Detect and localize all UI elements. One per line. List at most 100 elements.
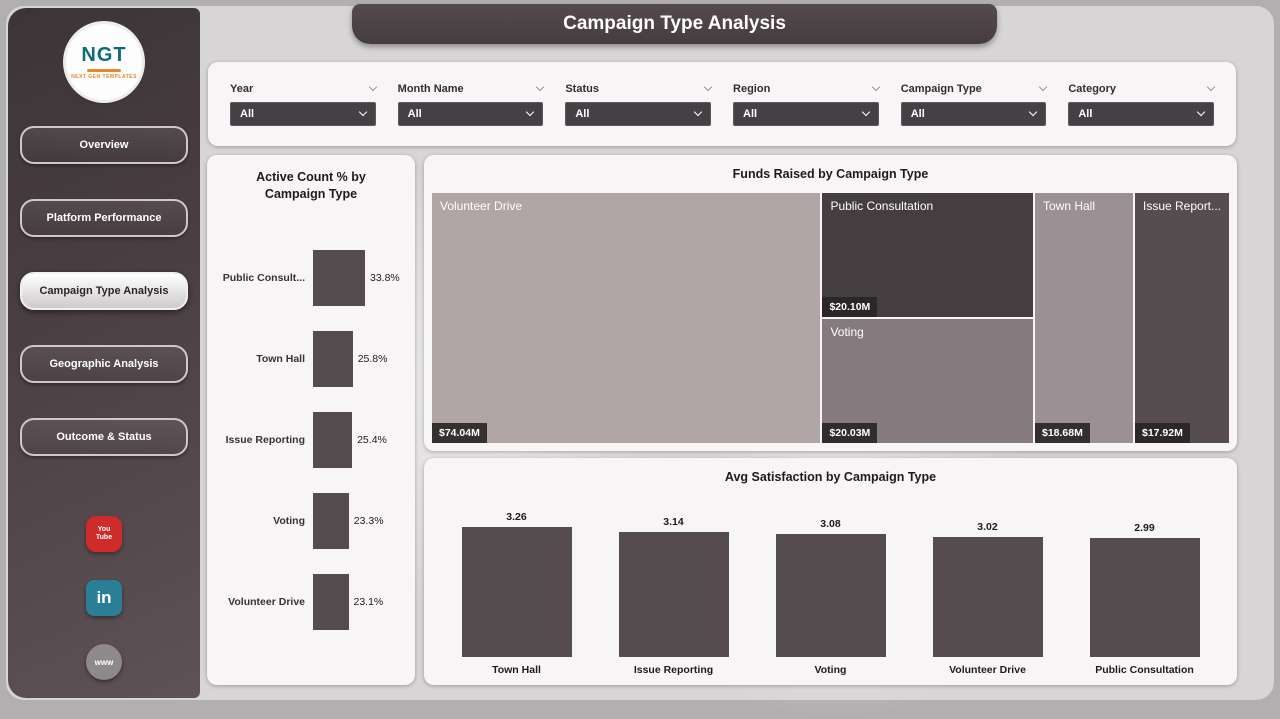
value-label: 33.8% (370, 271, 400, 284)
bar-town-hall[interactable] (461, 527, 572, 657)
chart-title: Active Count % by Campaign Type (256, 170, 366, 201)
logo-underline (87, 69, 121, 72)
filter-year: Year All (230, 82, 377, 126)
bar-town-hall[interactable] (313, 330, 353, 387)
treemap-cell-value: $17.92M (1134, 423, 1190, 443)
sidebar-item-platform-performance[interactable]: Platform Performance (20, 199, 188, 237)
filter-category: Category All (1068, 82, 1216, 126)
sidebar-item-campaign-type-analysis[interactable]: Campaign Type Analysis (20, 272, 188, 310)
funds-raised-panel: Funds Raised by Campaign Type Volunteer … (424, 155, 1237, 451)
filter-header: Region (733, 82, 880, 95)
bar-volunteer-drive[interactable] (313, 573, 349, 630)
hbar-row-voting: Voting 23.3% (213, 480, 411, 561)
avg-satisfaction-panel: Avg Satisfaction by Campaign Type 3.26 To… (424, 458, 1237, 685)
filter-campaign-type: Campaign Type All (900, 82, 1048, 126)
treemap-cell-label: Volunteer Drive (440, 199, 523, 213)
chevron-down-icon[interactable] (526, 107, 535, 117)
filter-label: Campaign Type (900, 82, 982, 95)
value-label: 25.8% (357, 352, 388, 365)
chevron-down-icon[interactable] (1039, 82, 1048, 92)
hbar-row-public-consult: Public Consult... 33.8% (213, 237, 411, 318)
sidebar-item-outcome-status[interactable]: Outcome & Status (20, 418, 188, 456)
vbar-group-volunteer-drive: 3.02 Volunteer Drive (918, 490, 1058, 679)
chart-title: Funds Raised by Campaign Type (732, 167, 929, 181)
filter-selected-value: All (575, 107, 590, 120)
filter-label: Month Name (397, 82, 464, 95)
chevron-down-icon[interactable] (536, 82, 545, 92)
sidebar-item-geographic-analysis[interactable]: Geographic Analysis (20, 345, 188, 383)
category-label: Volunteer Drive (949, 664, 1026, 676)
treemap-cell-label: Voting (830, 325, 864, 340)
treemap-right-region: Public Consultation $20.10M Voting $20.03M T… (822, 193, 1229, 443)
ngt-logo: NGT NEXT GEN TEMPLATES (66, 24, 142, 100)
chevron-down-icon[interactable] (368, 82, 377, 92)
page-title: Campaign Type Analysis (563, 13, 786, 34)
value-label: 23.1% (353, 595, 384, 608)
logo-subtext: NEXT GEN TEMPLATES (71, 74, 137, 80)
bar-volunteer-drive[interactable] (932, 536, 1043, 657)
filter-selected-value: All (743, 107, 758, 120)
filter-bar: Year All Month Name All Status All Region All Ca… (230, 82, 1216, 126)
bar-voting[interactable] (313, 492, 349, 549)
category-label: Voting (273, 514, 305, 527)
filter-label: Status (565, 82, 599, 95)
filter-label: Category (1068, 82, 1117, 95)
hbar-row-issue-reporting: Issue Reporting 25.4% (213, 399, 411, 480)
youtube-icon[interactable]: You Tube (86, 516, 122, 552)
filter-status: Status All (565, 82, 713, 126)
funds-treemap: Volunteer Drive $74.04M Public Consultatio… (432, 193, 1229, 443)
filter-dropdown-region[interactable]: All (733, 101, 879, 126)
vbar-group-public-consultation: 2.99 Public Consultation (1075, 490, 1215, 679)
filter-dropdown-month-name[interactable]: All (397, 101, 544, 126)
treemap-cell-town-hall[interactable]: Town Hall $18.68M (1034, 193, 1133, 443)
treemap-cell-issue-report[interactable]: Issue Report... $17.92M (1134, 193, 1229, 443)
filter-dropdown-status[interactable]: All (565, 101, 712, 126)
treemap-cell-public-consultation[interactable]: Public Consultation $20.10M (822, 193, 1033, 318)
sidebar-item-overview[interactable]: Overview (20, 126, 188, 164)
chart-title: Avg Satisfaction by Campaign Type (724, 470, 937, 484)
category-label: Issue Reporting (633, 664, 714, 676)
avg-satisfaction-chart: 3.26 Town Hall 3.14 Issue Reporting 3.08 Voti… (438, 490, 1223, 679)
chevron-down-icon[interactable] (871, 82, 880, 92)
chevron-down-icon[interactable] (703, 82, 713, 92)
treemap-cell-value: $74.04M (432, 423, 487, 443)
treemap-cell-volunteer-drive[interactable]: Volunteer Drive $74.04M (432, 193, 821, 443)
filter-dropdown-category[interactable]: All (1068, 101, 1215, 126)
chevron-down-icon[interactable] (1196, 107, 1206, 117)
bar-issue-reporting[interactable] (618, 531, 729, 657)
vbar-group-issue-reporting: 3.14 Issue Reporting (604, 490, 744, 679)
treemap-cell-value: $20.10M (822, 297, 878, 318)
filter-label: Region (733, 82, 771, 95)
chevron-down-icon[interactable] (358, 107, 367, 117)
bar-public-consult[interactable] (313, 249, 365, 306)
filter-dropdown-year[interactable]: All (230, 101, 376, 126)
filter-panel: Year All Month Name All Status All Region All Ca… (208, 62, 1236, 146)
bar-voting[interactable] (775, 534, 886, 657)
bar-public-consultation[interactable] (1089, 537, 1200, 657)
chevron-down-icon[interactable] (1029, 107, 1038, 117)
chevron-down-icon[interactable] (861, 107, 870, 117)
bar-issue-reporting[interactable] (313, 411, 353, 468)
filter-month-name: Month Name All (397, 82, 545, 126)
filter-selected-value: All (240, 107, 255, 120)
filter-dropdown-campaign-type[interactable]: All (900, 101, 1047, 126)
category-label: Public Consultation (1095, 664, 1194, 676)
category-label: Issue Reporting (225, 433, 305, 446)
hbar-row-town-hall: Town Hall 25.8% (213, 318, 411, 399)
chevron-down-icon[interactable] (1206, 82, 1216, 92)
value-label: 3.14 (663, 515, 684, 528)
chevron-down-icon[interactable] (693, 107, 703, 117)
category-label: Town Hall (256, 352, 305, 365)
filter-header: Year (230, 82, 377, 95)
page-title-banner: Campaign Type Analysis (352, 4, 997, 44)
filter-label: Year (230, 82, 254, 95)
category-label: Town Hall (492, 664, 541, 676)
linkedin-icon[interactable]: in (86, 580, 122, 616)
treemap-cell-label: Public Consultation (830, 199, 934, 213)
filter-region: Region All (733, 82, 880, 126)
website-icon[interactable]: www (86, 644, 122, 680)
filter-header: Status (565, 82, 713, 95)
treemap-cell-voting[interactable]: Voting $20.03M (822, 319, 1033, 443)
vbar-group-town-hall: 3.26 Town Hall (447, 490, 587, 679)
filter-selected-value: All (1078, 107, 1093, 120)
